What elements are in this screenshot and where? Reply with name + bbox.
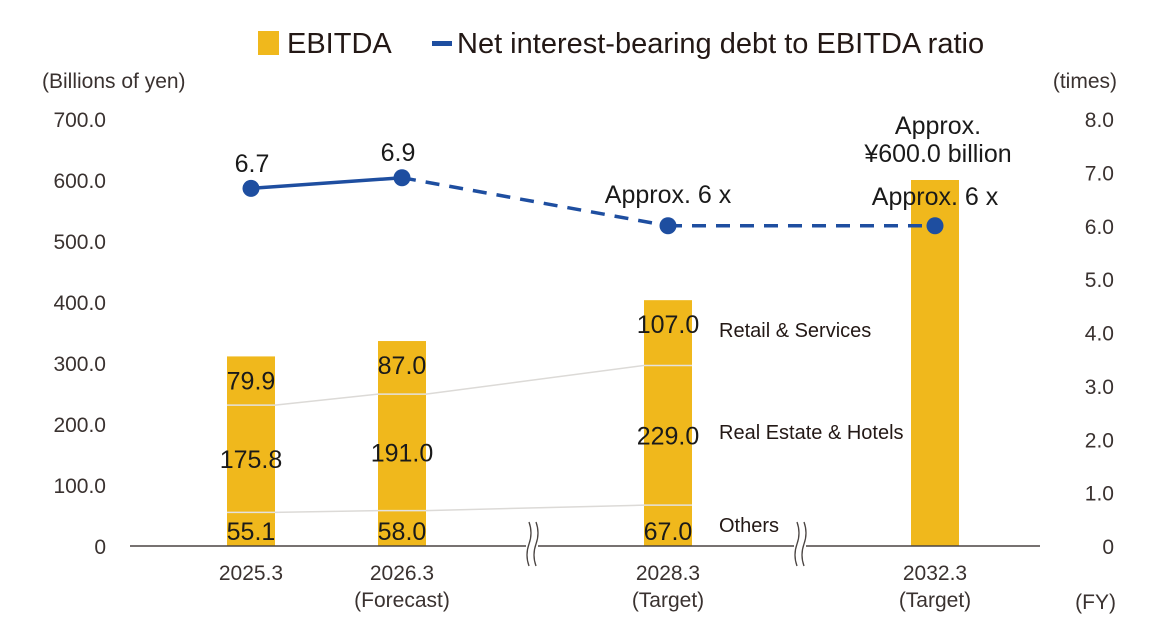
- ratio-point: [242, 179, 260, 197]
- x-axis-labels: 2025.3 2026.3 (Forecast) 2028.3 (Target) 2032…: [219, 562, 971, 612]
- left-tick-label: 500.0: [53, 231, 106, 254]
- segment-connector-line: [274, 504, 645, 514]
- x-tick-label: 2025.3: [219, 562, 283, 585]
- bar-value-label: 58.0: [378, 518, 427, 546]
- legend-label-ebitda: EBITDA: [287, 28, 392, 60]
- ratio-labels: 6.7 6.9 Approx. 6 x Approx. 6 x: [235, 139, 999, 211]
- x-tick-label: 2026.3: [370, 562, 434, 585]
- axis-break-mark: [526, 521, 532, 567]
- bar-value-label: 175.8: [220, 446, 283, 474]
- bars: [227, 180, 959, 546]
- annotations: Approx.¥600.0 billion: [863, 112, 1011, 168]
- bar-value-label: 79.9: [227, 367, 276, 395]
- ratio-line-dashed: [401, 175, 669, 228]
- right-tick-label: 0: [1102, 536, 1114, 559]
- legend-swatch-ebitda: [258, 31, 279, 55]
- ratio-value-label: Approx. 6 x: [605, 181, 732, 209]
- segment-name-label: Retail & Services: [719, 320, 871, 342]
- bar-value-labels: 55.1 175.8 79.9 58.0 191.0 87.0 67.0 229.0 107.0: [220, 311, 700, 546]
- right-axis-ticks: 0 1.0 2.0 3.0 4.0 5.0 6.0 7.0 8.0: [1085, 109, 1114, 559]
- left-tick-label: 0: [94, 536, 106, 559]
- bar-value-label: 229.0: [637, 422, 700, 450]
- legend: EBITDA Net interest-bearing debt to EBIT…: [258, 28, 984, 60]
- ratio-value-label: 6.9: [381, 139, 416, 167]
- ratio-point: [393, 169, 411, 187]
- axis-break-gap: [526, 522, 538, 566]
- right-tick-label: 6.0: [1085, 216, 1114, 239]
- axis-breaks: [526, 521, 807, 567]
- ratio-point: [926, 217, 944, 235]
- right-tick-label: 2.0: [1085, 429, 1114, 452]
- axis-break-mark: [794, 521, 800, 567]
- bar-value-label: 107.0: [637, 311, 700, 339]
- ratio-value-label: 6.7: [235, 150, 270, 178]
- right-tick-label: 3.0: [1085, 376, 1114, 399]
- ratio-value-label: Approx. 6 x: [872, 183, 999, 211]
- ratio-line: [242, 169, 944, 235]
- left-tick-label: 100.0: [53, 475, 106, 498]
- axis-break-mark: [801, 521, 807, 567]
- left-tick-label: 700.0: [53, 109, 106, 132]
- x-tick-label: 2032.3: [903, 562, 967, 585]
- x-tick-note: (Target): [632, 589, 704, 612]
- bar-value-label: 191.0: [371, 439, 434, 467]
- x-axis-unit: (FY): [1075, 591, 1116, 614]
- x-tick-note: (Forecast): [354, 589, 450, 612]
- right-tick-label: 5.0: [1085, 269, 1114, 292]
- left-tick-label: 600.0: [53, 170, 106, 193]
- bar-value-label: 67.0: [644, 518, 693, 546]
- segment-connectors: [274, 364, 645, 514]
- right-tick-label: 1.0: [1085, 483, 1114, 506]
- bar-2025.3: [227, 356, 275, 546]
- left-tick-label: 200.0: [53, 414, 106, 437]
- left-tick-label: 300.0: [53, 353, 106, 376]
- segment-name-label: Others: [719, 515, 779, 537]
- segment-name-label: Real Estate & Hotels: [719, 422, 904, 444]
- x-tick-note: (Target): [899, 589, 971, 612]
- right-axis-title: (times): [1053, 70, 1117, 93]
- axis-break-mark: [533, 521, 539, 567]
- total-annotation-line1: Approx.: [895, 112, 981, 140]
- bar-2032.3: [911, 180, 959, 546]
- segment-name-labels: Others Real Estate & Hotels Retail & Servi…: [719, 320, 904, 537]
- legend-label-ratio: Net interest-bearing debt to EBITDA rati…: [457, 28, 984, 60]
- bar-value-label: 55.1: [227, 518, 276, 546]
- x-tick-label: 2028.3: [636, 562, 700, 585]
- left-axis-title: (Billions of yen): [42, 70, 186, 93]
- left-axis-ticks: 0 100.0 200.0 300.0 400.0 500.0 600.0 700.0: [53, 109, 106, 559]
- axis-break-gap: [794, 522, 806, 566]
- bar-value-label: 87.0: [378, 352, 427, 380]
- total-annotation-line2: ¥600.0 billion: [863, 140, 1011, 168]
- ratio-point: [659, 217, 677, 235]
- left-tick-label: 400.0: [53, 292, 106, 315]
- bar-2026.3: [378, 341, 426, 546]
- segment-connector-line: [274, 364, 645, 406]
- segment-dividers: [227, 364, 692, 514]
- ratio-line-solid: [250, 175, 403, 191]
- right-tick-label: 4.0: [1085, 323, 1114, 346]
- right-tick-label: 8.0: [1085, 109, 1114, 132]
- right-tick-label: 7.0: [1085, 162, 1114, 185]
- legend-swatch-ratio: [432, 41, 452, 46]
